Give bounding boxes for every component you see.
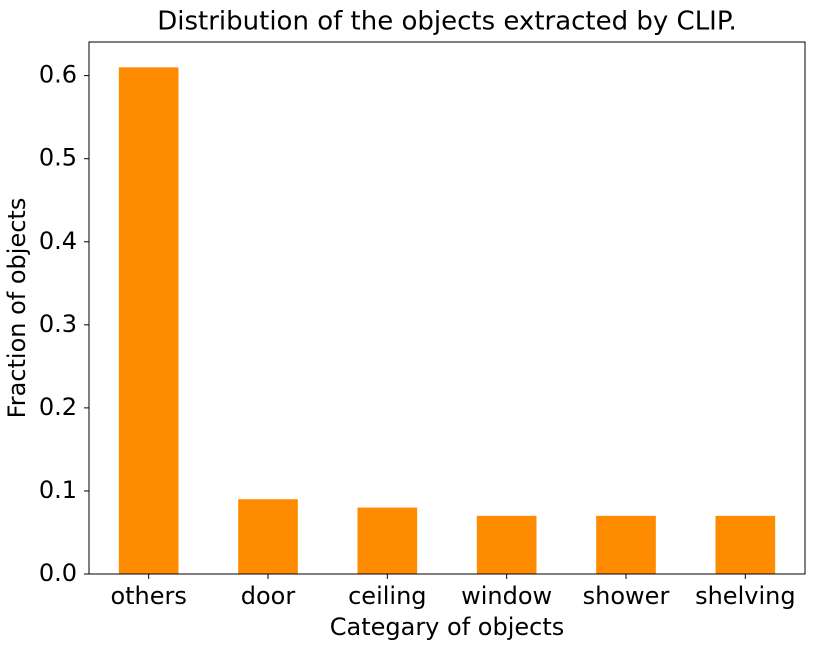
y-tick-label: 0.3 [39, 310, 77, 338]
x-axis-label: Categary of objects [330, 613, 565, 641]
x-tick-label: ceiling [348, 582, 426, 610]
bar [118, 67, 179, 574]
y-tick-label: 0.0 [39, 559, 77, 587]
x-tick-label: shelving [695, 582, 795, 610]
y-axis-label: Fraction of objects [3, 198, 31, 419]
x-tick-label: door [241, 582, 296, 610]
x-tick-label: others [110, 582, 186, 610]
chart-title: Distribution of the objects extracted by… [157, 7, 737, 37]
y-tick-label: 0.4 [39, 227, 77, 255]
y-tick-label: 0.5 [39, 144, 77, 172]
bar [238, 499, 298, 574]
bar [596, 515, 656, 574]
bar [357, 507, 418, 574]
plot-frame [88, 41, 806, 575]
bar [476, 515, 537, 574]
bar [715, 515, 776, 574]
y-tick-label: 0.6 [39, 61, 77, 89]
x-tick-label: window [461, 582, 552, 610]
y-tick-label: 0.2 [39, 393, 77, 421]
x-tick-label: shower [583, 582, 670, 610]
y-tick-label: 0.1 [39, 476, 77, 504]
